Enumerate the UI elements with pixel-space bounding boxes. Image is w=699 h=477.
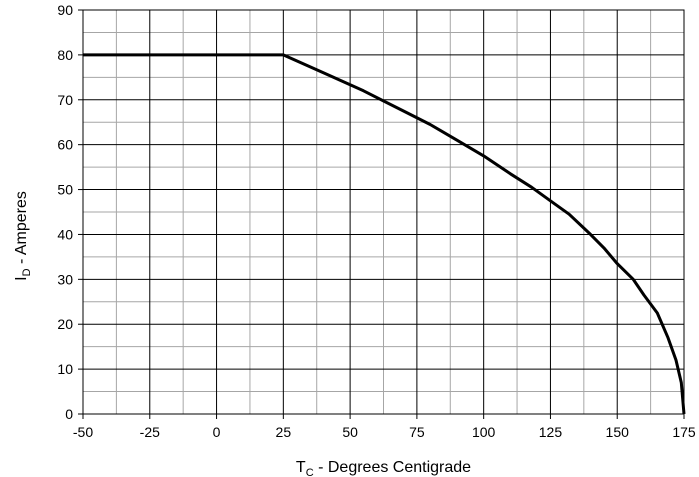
y-tick-label: 60 [57, 137, 73, 153]
y-axis-label-rest: - Amperes [13, 191, 30, 268]
minor-grid [83, 10, 684, 414]
x-tick-label: 100 [472, 424, 496, 440]
y-tick-label: 90 [57, 2, 73, 18]
y-tick-label: 20 [57, 316, 73, 332]
x-axis-label: TC - Degrees Centigrade [296, 459, 471, 477]
y-tick-label: 70 [57, 92, 73, 108]
drain-current-curve [83, 53, 686, 415]
x-tick-labels: -50 -25 0 25 50 75 100 125 150 175 [73, 414, 696, 440]
x-tick-label: 125 [539, 424, 563, 440]
plot-frame [82, 9, 685, 415]
x-tick-label: -50 [73, 424, 93, 440]
y-tick-labels: 0 10 20 30 40 50 60 70 80 90 [57, 2, 83, 422]
major-grid [83, 10, 684, 414]
plot-border [82, 9, 685, 415]
x-tick-label: -25 [140, 424, 160, 440]
y-axis-label-main: I [13, 276, 30, 280]
y-tick-label: 0 [65, 406, 73, 422]
x-axis-label-main: T [296, 459, 306, 476]
x-tick-label: 75 [409, 424, 425, 440]
y-axis-label: ID - Amperes [13, 191, 33, 281]
x-tick-label: 50 [342, 424, 358, 440]
x-tick-label: 150 [606, 424, 630, 440]
y-axis-label-sub: D [21, 268, 33, 276]
x-axis-label-rest: - Degrees Centigrade [314, 459, 472, 476]
y-tick-label: 10 [57, 361, 73, 377]
y-tick-label: 30 [57, 271, 73, 287]
x-tick-label: 25 [276, 424, 292, 440]
y-tick-label: 40 [57, 226, 73, 242]
x-tick-label: 175 [672, 424, 696, 440]
x-axis-label-sub: C [306, 467, 314, 477]
y-tick-label: 80 [57, 47, 73, 63]
series-layer [83, 53, 686, 415]
x-tick-label: 0 [213, 424, 221, 440]
y-tick-label: 50 [57, 182, 73, 198]
